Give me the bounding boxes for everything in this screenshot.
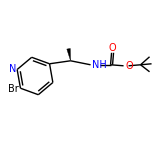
Text: NH: NH	[92, 60, 106, 70]
Polygon shape	[67, 48, 71, 61]
Text: O: O	[109, 43, 116, 53]
Text: N: N	[9, 64, 17, 74]
Text: Br: Br	[8, 84, 19, 94]
Text: O: O	[126, 61, 133, 71]
